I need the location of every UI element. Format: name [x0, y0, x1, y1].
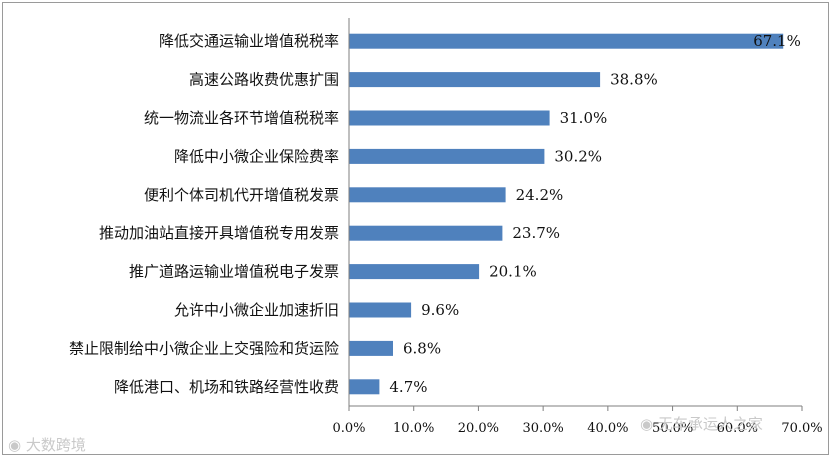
- bar-group: [349, 33, 784, 395]
- x-tick-label: 60.0%: [717, 421, 758, 436]
- category-label: 统一物流业各环节增值税税率: [144, 109, 339, 127]
- value-label: 9.6%: [421, 301, 459, 319]
- value-label: 20.1%: [489, 263, 537, 281]
- bar: [349, 302, 412, 318]
- category-label: 降低交通运输业增值税税率: [159, 32, 339, 50]
- value-label: 30.2%: [554, 147, 602, 165]
- value-label: 38.8%: [610, 71, 658, 89]
- x-tick-label: 50.0%: [652, 421, 693, 436]
- value-label: 31.0%: [560, 109, 608, 127]
- watermark-left-text: 大数跨境: [25, 436, 86, 454]
- bar: [349, 225, 503, 241]
- bar: [349, 72, 601, 88]
- axes: 降低交通运输业增值税税率 67.1% 高速公路收费优惠扩围 38.8% 统一物流业各环节…: [69, 18, 823, 436]
- x-tick-label: 10.0%: [393, 421, 434, 436]
- watermark-right-text: 无车承运人之家: [657, 415, 763, 433]
- bar: [349, 264, 480, 280]
- weibo-icon: ◉: [8, 436, 22, 454]
- bar: [349, 148, 545, 164]
- x-tick-label: 0.0%: [332, 421, 365, 436]
- value-label: 23.7%: [512, 224, 560, 242]
- bar: [349, 33, 784, 49]
- value-label: 67.1%: [753, 32, 801, 50]
- watermark-right: ◉ 无车承运人之家: [640, 413, 763, 434]
- x-tick-label: 40.0%: [587, 421, 628, 436]
- bar: [349, 187, 506, 203]
- x-tick-label: 30.0%: [522, 421, 563, 436]
- watermark-left: ◉ 大数跨境: [8, 434, 86, 455]
- x-tick-label: 20.0%: [458, 421, 499, 436]
- category-label: 高速公路收费优惠扩围: [189, 71, 339, 89]
- value-label: 6.8%: [403, 339, 441, 357]
- bar: [349, 340, 393, 356]
- bar: [349, 110, 550, 126]
- value-label: 24.2%: [516, 186, 564, 204]
- category-label: 便利个体司机代开增值税发票: [144, 186, 339, 204]
- category-label: 禁止限制给中小微企业上交强险和货运险: [69, 339, 339, 357]
- category-label: 允许中小微企业加速折旧: [174, 301, 339, 319]
- category-label: 推广道路运输业增值税电子发票: [129, 263, 339, 281]
- wechat-icon: ◉: [640, 415, 654, 433]
- category-label: 推动加油站直接开具增值税专用发票: [99, 224, 339, 242]
- bar: [349, 379, 380, 395]
- category-label: 降低港口、机场和铁路经营性收费: [114, 378, 339, 396]
- value-label: 4.7%: [389, 378, 427, 396]
- chart-frame: [2, 2, 829, 455]
- category-label: 降低中小微企业保险费率: [174, 147, 339, 165]
- x-tick-label: 70.0%: [781, 421, 822, 436]
